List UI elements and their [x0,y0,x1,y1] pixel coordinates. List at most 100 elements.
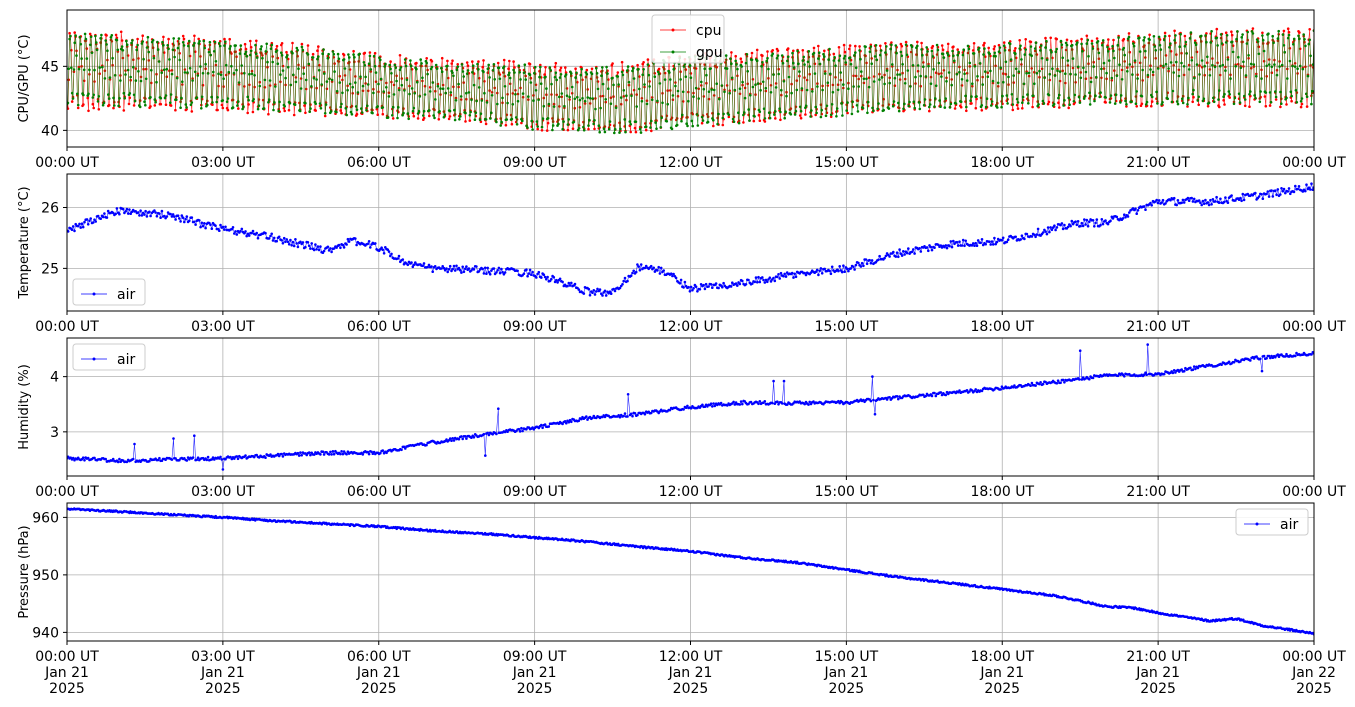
data-point [1080,42,1083,46]
data-point [555,278,558,282]
data-point [1191,92,1194,96]
data-point [538,75,541,79]
data-point [803,63,806,66]
data-point [446,87,450,90]
data-point [702,87,706,91]
data-point [561,422,564,426]
data-point [897,101,900,105]
data-point [533,71,536,75]
data-point [1051,226,1055,229]
data-point [322,48,325,51]
data-point [1238,101,1242,104]
data-point [884,51,887,54]
data-point [181,216,185,219]
data-point [627,80,631,84]
data-point [1237,92,1241,95]
data-point [140,214,144,217]
data-point [378,56,381,59]
data-point [762,107,766,110]
data-point [159,102,163,106]
data-point [959,100,963,103]
data-point [83,32,87,36]
data-point [204,226,207,230]
data-point [255,231,258,235]
data-point [988,240,991,243]
data-point [805,88,809,92]
data-point [1101,222,1105,226]
data-point [647,73,651,77]
data-point [822,52,825,56]
data-point [431,81,435,84]
data-point [712,124,715,128]
data-point [1161,101,1164,104]
data-point [587,127,590,131]
data-point [506,101,509,105]
data-point [1231,50,1235,54]
data-point [605,65,608,69]
data-point [484,118,488,121]
data-point [1093,99,1096,103]
data-point [857,85,860,88]
data-point [1088,91,1091,95]
data-point [717,112,720,116]
data-point [733,88,737,92]
data-point [817,273,820,277]
data-point [1024,38,1027,41]
data-point [837,46,841,49]
data-point [1201,99,1205,103]
data-point [1144,371,1147,375]
data-point [440,56,444,60]
data-point [572,120,576,124]
data-point [264,231,267,235]
data-point [552,276,556,279]
data-point [276,452,280,456]
data-point [744,283,748,286]
data-point [485,272,488,276]
data-point [1259,90,1262,93]
data-point [856,110,860,113]
data-point [1265,357,1268,360]
data-point [1067,96,1070,100]
data-point [1074,220,1077,223]
data-point [353,56,356,59]
data-point [823,49,826,53]
data-point [460,435,463,438]
data-point [362,61,366,64]
data-point [365,108,368,112]
data-point [426,265,430,269]
data-point [476,62,479,66]
data-point [1115,215,1119,219]
data-point [226,97,230,100]
data-point [577,419,581,423]
data-point [360,107,363,110]
data-point [1145,373,1148,377]
data-point [213,40,217,44]
data-point [297,454,301,457]
data-point [868,258,871,262]
data-point [1136,209,1140,212]
data-point [446,76,450,80]
data-point [398,54,402,57]
data-point [557,122,560,126]
data-point [1011,103,1015,106]
data-point [961,53,965,57]
data-point [541,426,544,430]
data-point [970,244,974,247]
data-point [999,66,1002,70]
data-point [1085,218,1089,222]
data-point [979,241,982,245]
data-point [889,47,892,51]
data-point [620,60,624,64]
data-point [359,75,362,78]
data-point [1001,94,1004,98]
data-point [315,78,318,81]
data-point [93,80,96,83]
data-point [390,252,393,256]
data-point [958,240,961,243]
data-point [679,78,682,81]
data-point [638,75,641,78]
data-point [706,120,710,124]
data-point [508,76,512,80]
data-point [944,97,947,100]
